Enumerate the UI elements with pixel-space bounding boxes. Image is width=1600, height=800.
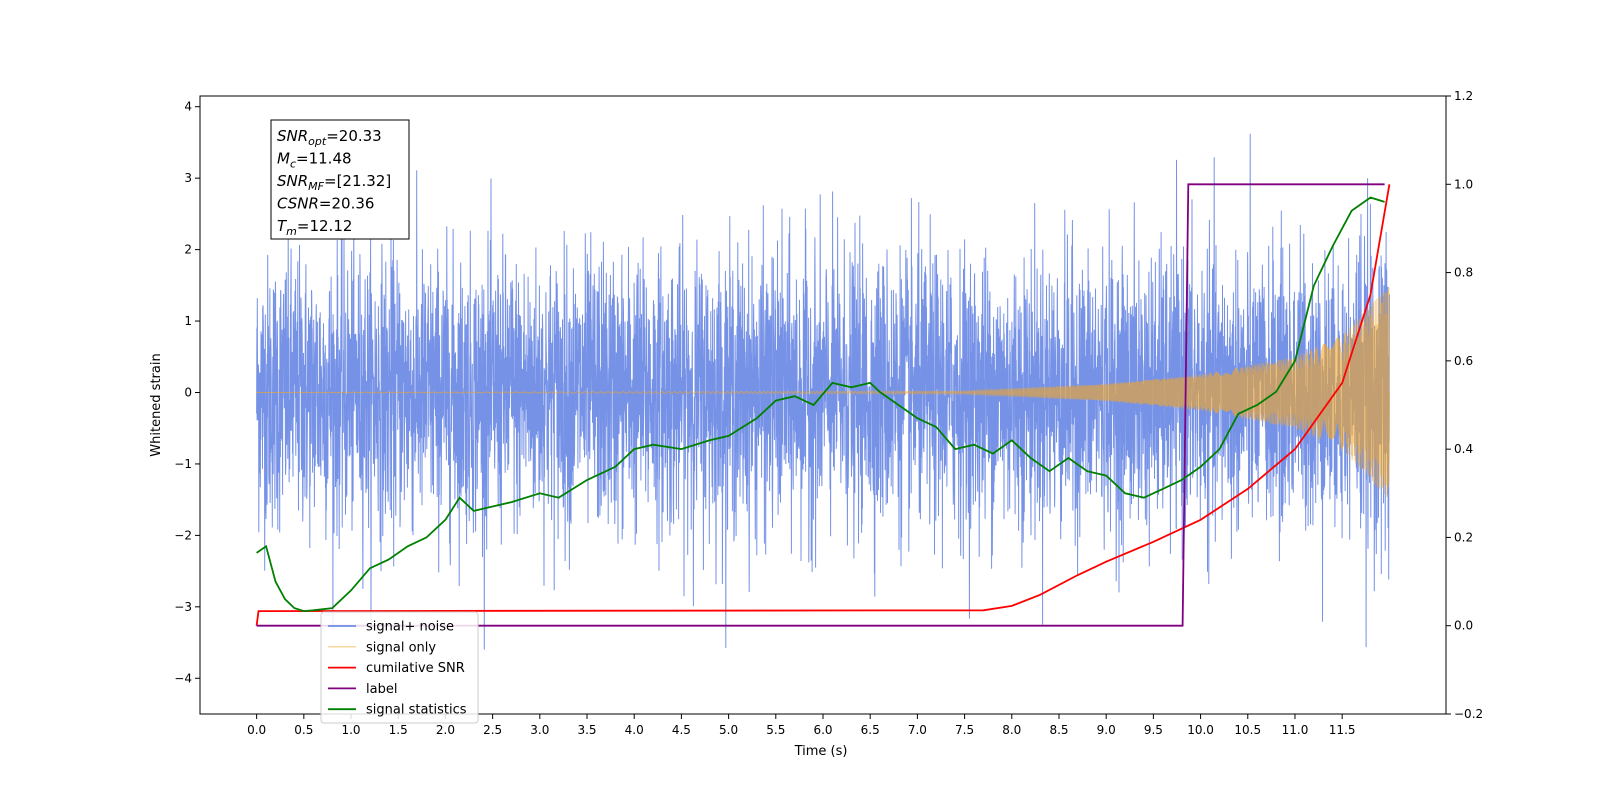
x-tick-label: 2.0: [436, 723, 455, 737]
stat-line: SNRMF=[21.32]: [277, 172, 391, 193]
stat-name: CSNR: [277, 195, 319, 213]
y-axis-right: −0.2 0.0 0.2 0.4 0.6 0.8 1.0 1.2: [1446, 89, 1483, 721]
x-tick-label: 2.5: [483, 723, 502, 737]
x-tick-label: 0.0: [247, 723, 266, 737]
y2-tick-label: 0.0: [1454, 619, 1473, 633]
legend-entry: label: [366, 682, 397, 697]
y2-tick-label: 0.8: [1454, 266, 1473, 280]
x-tick-label: 9.5: [1144, 723, 1163, 737]
y2-tick-label: 1.2: [1454, 89, 1473, 103]
stat-name: SNR: [277, 127, 308, 145]
legend: signal+ noise signal only cumilative SNR la…: [320, 611, 479, 724]
x-tick-label: 5.0: [719, 723, 738, 737]
y-tick-label: 0: [184, 385, 192, 399]
stat-line: SNRopt=20.33: [277, 127, 382, 148]
y-tick-label: −3: [174, 600, 192, 614]
series-signal-only-line: [256, 287, 1390, 498]
x-tick-label: 8.5: [1049, 723, 1068, 737]
x-tick-label: 10.0: [1187, 723, 1214, 737]
stat-subscript: opt: [308, 135, 327, 148]
x-axis: 0.0 0.5 1.0 1.5 2.0 2.5 3.0 3.5 4.0 4.5 5.0 5.5 6.0 6…: [247, 714, 1356, 737]
series-signal-statistics-line: [256, 196, 1385, 613]
stat-value: =20.33: [326, 127, 382, 145]
stat-subscript: c: [290, 158, 296, 171]
y-tick-label: 2: [184, 243, 192, 257]
x-tick-label: 10.5: [1234, 723, 1261, 737]
x-tick-label: 4.5: [672, 723, 691, 737]
y2-tick-label: −0.2: [1454, 707, 1483, 721]
y-tick-label: 4: [184, 100, 192, 114]
x-tick-label: 6.0: [813, 723, 832, 737]
y-tick-label: −2: [174, 528, 192, 542]
y2-tick-label: 0.4: [1454, 442, 1473, 456]
x-tick-label: 1.5: [389, 723, 408, 737]
x-tick-label: 11.5: [1329, 723, 1356, 737]
stat-line: CSNR=20.36: [277, 195, 374, 213]
legend-entry: signal+ noise: [366, 620, 454, 635]
stat-subscript: MF: [308, 180, 324, 193]
x-tick-label: 11.0: [1282, 723, 1309, 737]
legend-entry: cumilative SNR: [366, 661, 465, 676]
y-axis-label: Whitened strain: [149, 353, 164, 456]
y-tick-label: 3: [184, 171, 192, 185]
stat-name: T: [277, 217, 288, 235]
x-tick-label: 5.5: [766, 723, 785, 737]
y-tick-label: −1: [174, 457, 192, 471]
stat-subscript: m: [286, 225, 297, 238]
stat-name: SNR: [277, 172, 308, 190]
stat-value: =20.36: [319, 195, 375, 213]
y2-tick-label: 0.6: [1454, 354, 1473, 368]
x-tick-label: 3.5: [577, 723, 596, 737]
x-tick-label: 4.0: [625, 723, 644, 737]
x-tick-label: 9.0: [1097, 723, 1116, 737]
y2-tick-label: 1.0: [1454, 177, 1473, 191]
y-tick-label: 1: [184, 314, 192, 328]
stat-value: =11.48: [296, 150, 352, 168]
series-cumilative-snr-line: [255, 184, 1391, 626]
stat-name: M: [277, 150, 290, 168]
stat-line: Tm=12.12: [277, 217, 352, 238]
x-tick-label: 3.0: [530, 723, 549, 737]
legend-entry: signal statistics: [366, 703, 467, 718]
stat-value: =12.12: [297, 217, 353, 235]
x-tick-label: 8.0: [1002, 723, 1021, 737]
x-tick-label: 6.5: [861, 723, 880, 737]
x-tick-label: 7.0: [908, 723, 927, 737]
y2-tick-label: 0.2: [1454, 530, 1473, 544]
x-axis-label: Time (s): [794, 744, 848, 759]
x-tick-label: 1.0: [341, 723, 360, 737]
y-tick-label: −4: [174, 671, 192, 685]
y-axis-left: −4 −3 −2 −1 0 1 2 3 4: [174, 100, 200, 685]
x-tick-label: 0.5: [294, 723, 313, 737]
stat-line: Mc=11.48: [277, 150, 352, 171]
stat-value: =[21.32]: [324, 172, 391, 190]
x-tick-label: 7.5: [955, 723, 974, 737]
legend-entry: signal only: [366, 640, 436, 655]
series-label-line: [256, 183, 1385, 627]
stats-annotation-box: SNRopt=20.33Mc=11.48SNRMF=[21.32]CSNR=20…: [270, 119, 410, 240]
